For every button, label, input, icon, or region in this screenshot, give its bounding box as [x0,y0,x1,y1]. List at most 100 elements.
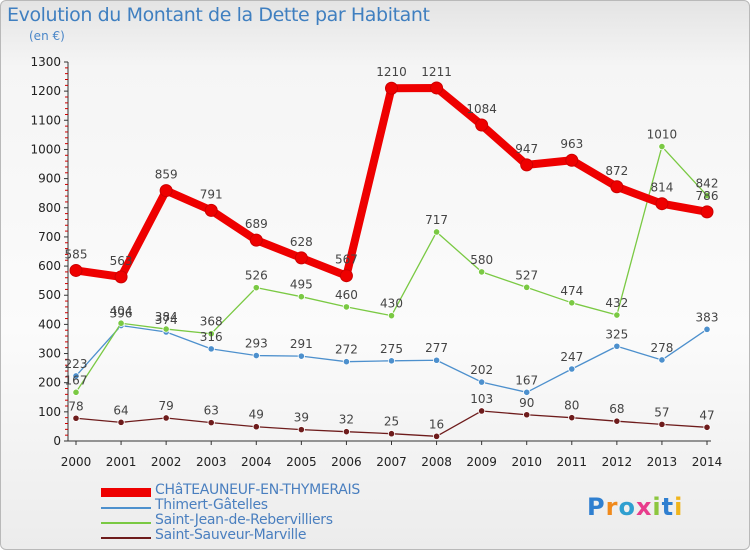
data-point [387,430,396,438]
data-point [478,407,486,415]
data-point [655,197,669,211]
data-label: 374 [155,313,178,327]
data-label: 90 [519,396,534,410]
data-label: 1010 [647,128,678,142]
data-label: 368 [200,315,223,329]
data-label: 202 [470,363,493,377]
x-tick-label: 2002 [151,455,182,469]
x-tick-label: 2010 [511,455,542,469]
data-point [207,345,215,353]
x-tick-label: 2004 [241,455,272,469]
data-point [342,358,351,366]
data-label: 47 [699,408,714,422]
data-point [297,426,305,434]
y-tick-label: 700 [38,230,61,244]
data-label: 585 [65,247,88,261]
data-point [297,293,305,301]
data-point [72,388,80,396]
data-point [72,414,80,422]
data-label: 247 [560,350,583,364]
data-point [565,153,579,167]
y-tick-label: 900 [38,172,61,186]
data-label: 628 [290,235,313,249]
data-label: 567 [335,253,358,267]
x-tick-label: 2011 [557,455,588,469]
data-point [207,330,215,338]
logo-letter: i [674,493,684,521]
data-point [432,356,441,364]
data-label: 79 [159,399,174,413]
logo-letter: P [587,493,606,521]
data-point [478,378,486,386]
data-point [69,263,83,277]
data-point [432,432,441,440]
data-point [658,356,666,364]
data-label: 495 [290,278,313,292]
legend-swatch [101,522,151,524]
data-label: 527 [515,268,538,282]
data-label: 80 [564,399,579,413]
y-tick-label: 1200 [30,84,61,98]
data-point [610,180,624,194]
data-label: 947 [515,142,538,156]
data-label: 474 [560,284,583,298]
x-tick-label: 2013 [647,455,678,469]
data-point [523,411,531,419]
logo-letter: x [635,493,653,521]
data-point [568,365,576,373]
data-label: 275 [380,342,403,356]
x-tick-label: 2012 [602,455,633,469]
data-point [523,283,531,291]
data-label: 16 [429,417,444,431]
data-label: 689 [245,217,268,231]
data-point [703,423,711,431]
data-point [162,325,170,333]
data-label: 872 [605,164,628,178]
data-point [294,251,308,265]
data-point [342,303,351,311]
y-tick-label: 600 [38,259,61,273]
x-tick-label: 2001 [106,455,137,469]
data-label: 316 [200,330,223,344]
logo-letter: r [605,493,619,521]
data-point [613,417,621,425]
data-point [475,118,489,132]
chart-title: Evolution du Montant de la Dette par Hab… [7,4,430,26]
y-tick-label: 200 [38,376,61,390]
data-point [568,414,576,422]
x-tick-label: 2008 [421,455,452,469]
proxiti-logo: Proxiti [587,493,683,521]
data-label: 64 [113,403,128,417]
legend-label: Saint-Sauveur-Marville [155,527,307,543]
data-label: 963 [560,137,583,151]
data-point [613,342,621,350]
data-label: 291 [290,337,313,351]
y-tick-label: 1300 [30,55,61,69]
y-tick-label: 1000 [30,142,61,156]
data-point [703,325,711,333]
data-point [114,270,128,284]
data-point [387,357,396,365]
data-label: 272 [335,343,358,357]
data-point [117,319,125,327]
data-label: 526 [245,269,268,283]
logo-letter: t [661,493,675,521]
legend-swatch [101,537,151,539]
data-label: 396 [110,307,133,321]
data-label: 383 [696,310,719,324]
data-label: 1211 [421,65,452,79]
y-tick-label: 300 [38,347,61,361]
data-point [523,388,531,396]
data-point [658,420,666,428]
data-label: 859 [155,168,178,182]
data-label: 78 [68,399,83,413]
data-label: 223 [65,357,88,371]
data-label: 580 [470,253,493,267]
y-tick-label: 100 [38,405,61,419]
data-label: 49 [249,408,264,422]
data-label: 167 [515,373,538,387]
data-point [613,311,621,319]
y-tick-label: 500 [38,288,61,302]
data-label: 563 [110,254,133,268]
x-tick-label: 2006 [331,455,362,469]
